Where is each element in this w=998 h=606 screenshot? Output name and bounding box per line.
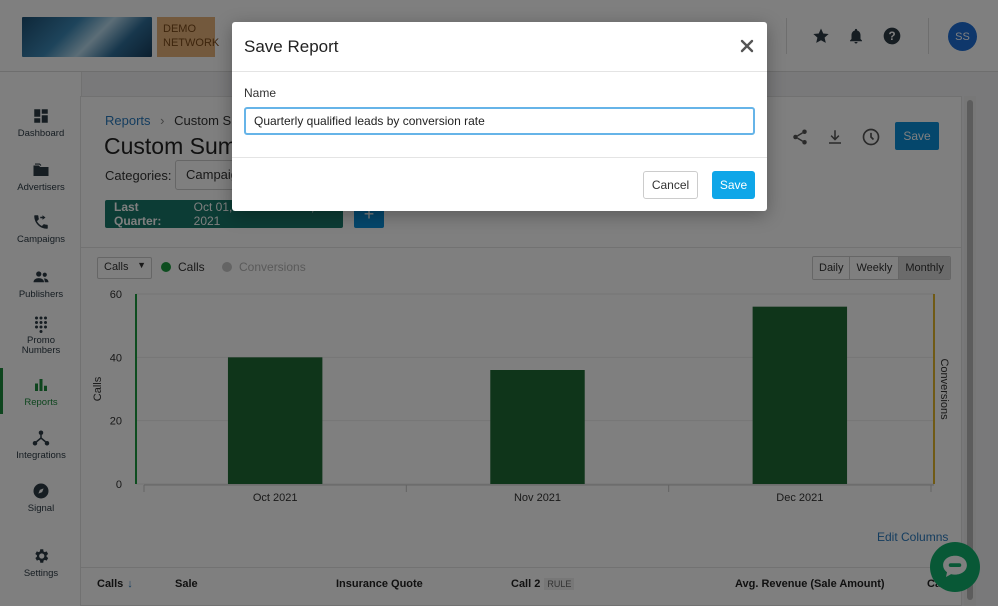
dialog-footer: Cancel Save (232, 159, 767, 211)
dialog-title: Save Report (244, 37, 339, 56)
save-report-dialog: Save Report Name Cancel Save (232, 22, 767, 211)
name-field-label: Name (244, 86, 277, 100)
close-icon[interactable] (737, 36, 757, 56)
save-button[interactable]: Save (712, 171, 755, 199)
dialog-body: Name (232, 72, 767, 158)
report-name-input[interactable] (244, 107, 755, 135)
dialog-header: Save Report (232, 22, 767, 72)
cancel-button[interactable]: Cancel (643, 171, 698, 199)
